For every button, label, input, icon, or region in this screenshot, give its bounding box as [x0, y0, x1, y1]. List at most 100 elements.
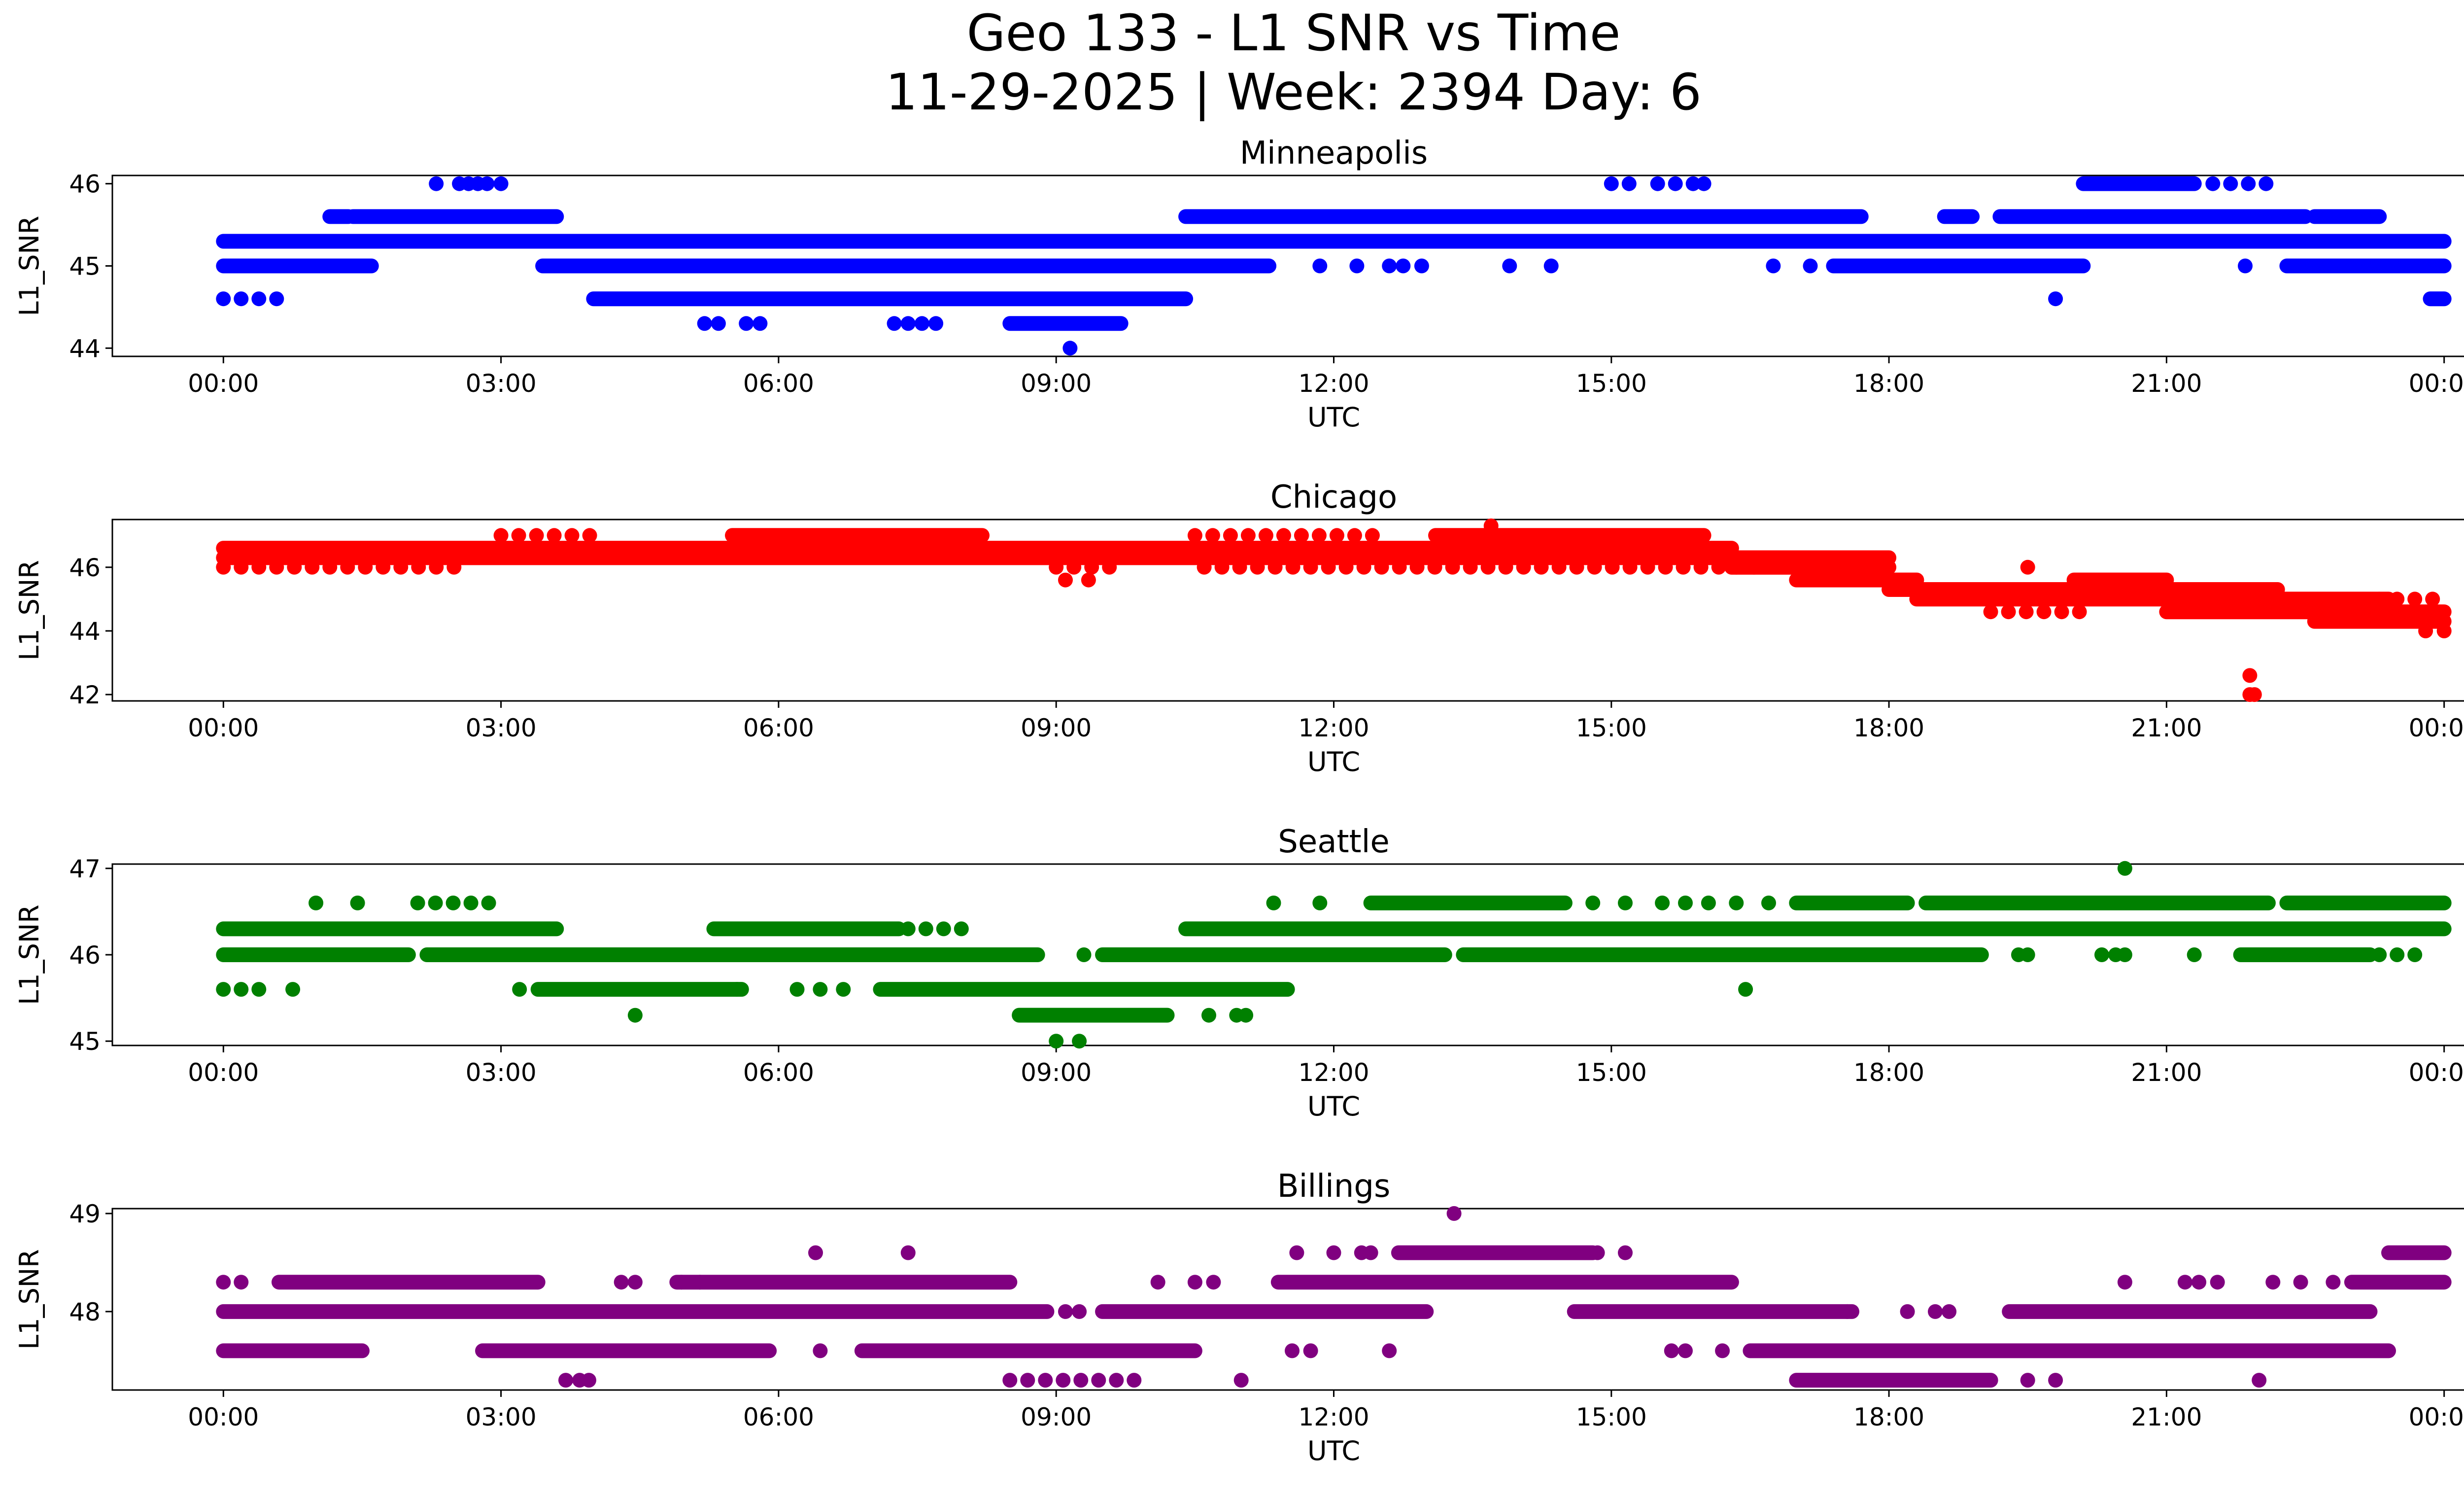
data-point — [234, 982, 249, 997]
panel-billings: Billings 00:00 03:00 06:00 09:00 12:00 15:00 18… — [14, 1168, 2464, 1466]
data-point — [1049, 1034, 1064, 1049]
data-point — [251, 559, 267, 575]
data-point — [558, 1373, 573, 1388]
data-point — [1276, 528, 1291, 543]
data-point — [410, 895, 425, 910]
data-point — [1655, 895, 1670, 910]
data-point — [1240, 528, 1256, 543]
data-point — [1715, 1343, 1730, 1358]
x-tick-label: 12:00 — [1298, 1403, 1369, 1431]
data-point — [234, 559, 249, 575]
x-tick-label: 06:00 — [743, 1403, 814, 1431]
data-point — [376, 559, 391, 575]
x-tick-label: 15:00 — [1576, 1403, 1647, 1431]
data-point — [1091, 1373, 1106, 1388]
data-point — [2019, 604, 2034, 620]
data-point — [1020, 1373, 1035, 1388]
data-point — [2425, 591, 2440, 607]
x-tick-label: 21:00 — [2131, 1058, 2202, 1087]
data-point — [2094, 947, 2109, 962]
data-point — [1289, 1245, 1304, 1260]
data-point — [2259, 176, 2274, 191]
data-point — [269, 291, 284, 307]
data-point — [1618, 895, 1633, 910]
data-point — [481, 895, 496, 910]
data-point — [2407, 947, 2423, 962]
x-tick-label: 00:00 — [2409, 1058, 2464, 1087]
data-point — [493, 528, 509, 543]
data-point — [393, 559, 409, 575]
x-tick-label: 12:00 — [1298, 369, 1369, 398]
data-point — [808, 1245, 823, 1260]
data-point — [1900, 1304, 1915, 1319]
data-point — [1363, 1245, 1378, 1260]
x-tick-label: 03:00 — [466, 369, 537, 398]
data-point — [729, 982, 745, 997]
data-point — [2390, 591, 2405, 607]
y-tick-label: 49 — [69, 1200, 101, 1228]
data-point — [251, 291, 267, 307]
data-point — [1206, 1275, 1221, 1290]
x-tick-label: 21:00 — [2131, 714, 2202, 742]
data-point — [1761, 895, 1776, 910]
data-point — [1187, 1275, 1202, 1290]
data-point — [1658, 559, 1673, 575]
data-point — [1223, 528, 1238, 543]
data-point — [429, 176, 444, 191]
data-point — [2036, 604, 2052, 620]
x-tick-label: 09:00 — [1021, 1058, 1092, 1087]
x-tick-label: 18:00 — [1853, 369, 1924, 398]
x-axis-label: UTC — [1307, 1435, 1360, 1466]
data-point — [2242, 668, 2258, 683]
data-point — [511, 528, 526, 543]
data-point — [1803, 258, 1818, 274]
x-tick-label: 21:00 — [2131, 369, 2202, 398]
data-point — [2191, 1275, 2207, 1290]
data-point — [1543, 258, 1559, 274]
y-tick-label: 45 — [69, 1027, 101, 1056]
data-point — [614, 1275, 629, 1290]
data-point — [1480, 559, 1496, 575]
data-point — [429, 559, 444, 575]
y-axis-label: L1_SNR — [14, 1249, 45, 1350]
y-tick-label: 44 — [69, 617, 101, 646]
y-tick-label: 46 — [69, 170, 101, 199]
data-point — [305, 559, 320, 575]
x-tick-label: 06:00 — [743, 714, 814, 742]
panel-minneapolis: Minneapolis 00:00 03:00 06:00 09:00 12:00 15:0… — [14, 135, 2464, 433]
data-point — [1056, 1373, 1071, 1388]
data-point — [2072, 604, 2087, 620]
data-point — [739, 316, 754, 331]
data-point — [692, 1275, 708, 1290]
data-point — [1650, 176, 1665, 191]
data-point — [1197, 559, 1212, 575]
data-point — [2020, 1373, 2035, 1388]
x-tick-label: 12:00 — [1298, 714, 1369, 742]
data-point — [2436, 624, 2452, 638]
data-point — [2205, 176, 2221, 191]
data-point — [900, 1245, 916, 1260]
data-point — [627, 1275, 643, 1290]
data-point — [2117, 861, 2132, 876]
x-tick-label: 15:00 — [1576, 714, 1647, 742]
data-point — [1729, 895, 1744, 910]
data-point — [2390, 947, 2405, 962]
data-point — [1605, 559, 1620, 575]
data-point — [2048, 291, 2063, 307]
data-point — [646, 234, 661, 249]
panel-title: Billings — [1277, 1168, 1391, 1205]
data-point — [1321, 559, 1336, 575]
x-axis-label: UTC — [1307, 1091, 1360, 1122]
data-point — [1668, 176, 1683, 191]
data-point — [1942, 1304, 1957, 1319]
data-point — [1150, 1275, 1165, 1290]
data-point — [2293, 1275, 2308, 1290]
data-points — [216, 176, 2452, 356]
data-point — [2187, 947, 2202, 962]
data-point — [1622, 559, 1638, 575]
x-tick-label: 18:00 — [1853, 714, 1924, 742]
data-point — [1534, 559, 1549, 575]
data-point — [1766, 258, 1781, 274]
panel-chicago: Chicago 00:00 03:00 06:00 09:00 12:00 15:00 18:… — [14, 479, 2464, 777]
data-point — [1326, 1245, 1341, 1260]
